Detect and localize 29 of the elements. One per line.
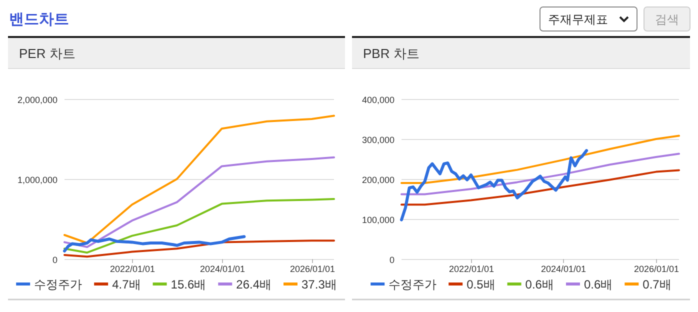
y-tick-label: 0 bbox=[389, 255, 394, 265]
x-tick-label: 2022/01/01 bbox=[110, 264, 156, 274]
legend-label: 37.3배 bbox=[302, 278, 337, 292]
x-tick-label: 2024/01/01 bbox=[540, 264, 586, 274]
legend-label: 26.4배 bbox=[236, 278, 272, 292]
title: PER 차트 bbox=[19, 46, 76, 61]
legend-label: 0.6배 bbox=[584, 278, 613, 292]
legend-label: 수정주가 bbox=[34, 278, 82, 292]
legend-label: 0.5배 bbox=[466, 278, 496, 292]
y-tick-label: 100,000 bbox=[362, 215, 394, 225]
title: PBR 차트 bbox=[363, 46, 420, 61]
legend-label: 0.7배 bbox=[642, 278, 672, 292]
y-tick-label: 0 bbox=[52, 255, 58, 265]
y-tick-label: 200,000 bbox=[362, 175, 394, 185]
x-tick-label: 2022/01/01 bbox=[448, 264, 494, 274]
legend-label: 수정주가 bbox=[388, 278, 437, 292]
legend-label: 0.6배 bbox=[525, 278, 554, 292]
x-tick-label: 2026/01/01 bbox=[634, 264, 680, 274]
legend-label: 15.6배 bbox=[170, 278, 206, 292]
legend-label: 4.7배 bbox=[112, 278, 141, 292]
button: 검색 bbox=[644, 6, 690, 32]
title: 밴드차트 bbox=[9, 11, 69, 28]
x-tick-label: 2024/01/01 bbox=[200, 264, 246, 274]
y-tick-label: 400,000 bbox=[362, 95, 394, 105]
y-tick-label: 2,000,000 bbox=[17, 95, 58, 105]
x-tick-label: 2026/01/01 bbox=[290, 264, 336, 274]
y-tick-label: 1,000,000 bbox=[17, 175, 58, 185]
y-tick-label: 300,000 bbox=[362, 135, 394, 145]
select: 주재무제표 bbox=[540, 6, 638, 32]
